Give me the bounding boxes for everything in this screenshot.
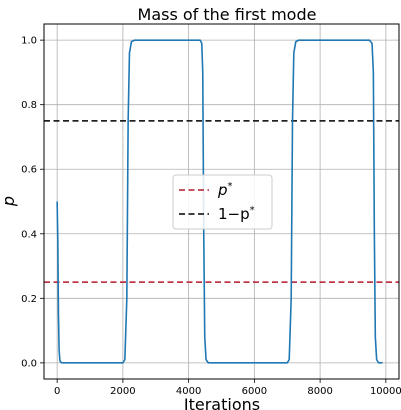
x-tick-label-0: 0 [54, 386, 60, 397]
x-axis-label: Iterations [184, 395, 260, 410]
y-tick-label-1: 0.2 [21, 294, 37, 305]
legend-label-one-minus-p-star-sup: * [250, 205, 255, 216]
x-tick-label-4: 8000 [307, 386, 332, 397]
legend-box [172, 174, 273, 230]
plot-frame [43, 23, 400, 380]
y-tick-label-4: 0.8 [21, 100, 37, 111]
chart-title: Mass of the first mode [138, 5, 317, 24]
data-series [56, 39, 383, 364]
legend-label-p-star: p* [217, 181, 233, 199]
x-tick-label-3: 6000 [242, 386, 267, 397]
legend-label-p-star-sup: * [228, 181, 233, 192]
y-tick-label-0: 0.0 [21, 358, 37, 369]
y-axis-ticks: 0.0 0.2 0.4 0.6 0.8 1.0 [21, 36, 44, 369]
y-tick-label-2: 0.4 [21, 229, 37, 240]
x-tick-label-1: 2000 [110, 386, 135, 397]
legend-label-one-minus-p-star-base: 1−p [218, 205, 250, 223]
x-tick-label-2: 4000 [176, 386, 201, 397]
y-axis-label: p [0, 196, 18, 207]
x-tick-label-5: 10000 [370, 386, 401, 397]
series-line-0 [56, 39, 383, 364]
legend-label-p-star-base: p [217, 181, 228, 199]
x-axis-ticks: 0 2000 4000 6000 8000 10000 [54, 379, 401, 397]
legend-label-one-minus-p-star: 1−p* [218, 205, 255, 223]
legend: p* 1−p* [172, 174, 273, 230]
y-tick-label-3: 0.6 [21, 165, 37, 176]
y-tick-label-5: 1.0 [21, 36, 37, 47]
reference-lines [44, 120, 399, 283]
